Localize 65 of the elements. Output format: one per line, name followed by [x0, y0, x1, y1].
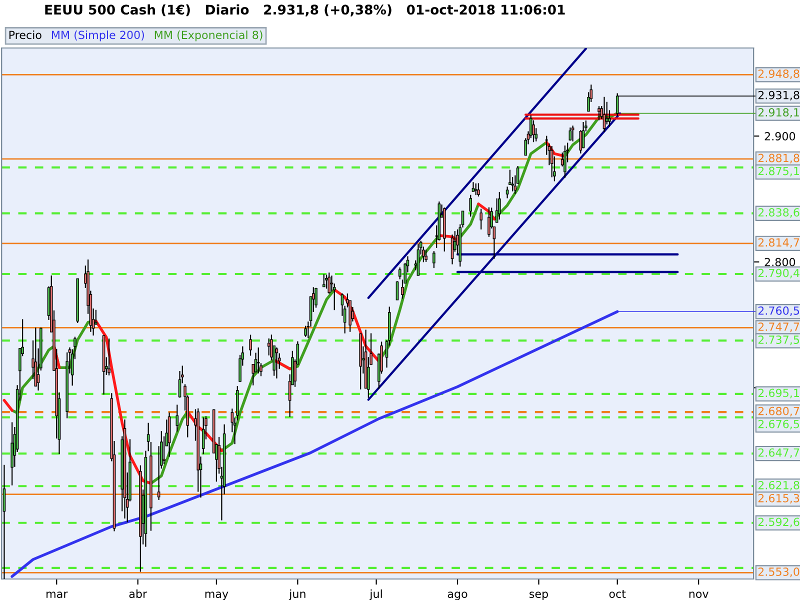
x-tick-label: jul [369, 589, 382, 600]
ref-line-label: 2.814,7 [758, 238, 800, 248]
x-tick-label: sep [530, 592, 548, 600]
ref-line-label: 2.680,7 [758, 406, 800, 416]
text: MM (Simple 200) [52, 30, 144, 42]
candlestick [469, 194, 472, 218]
candlestick [306, 321, 310, 339]
x-tick-label: ago [448, 592, 468, 600]
text: MM (Exponencial 8) [154, 30, 262, 42]
ref-line-label: 2.948,8 [758, 69, 800, 80]
chart-title: EEUU 500 Cash (1€) Diario 2.931,8 (+0,38%) 01-oct-2018 11:06:01 [45, 4, 565, 16]
candlestick [275, 346, 278, 379]
candlestick [550, 145, 554, 178]
candlestick [202, 416, 205, 455]
ref-line-label: 2.881,8 [758, 154, 800, 164]
x-tick-label: mar [46, 592, 68, 598]
x-tick-label: abr [129, 589, 148, 598]
ref-line-label: 2.592,6 [758, 518, 800, 528]
candlestick [398, 266, 402, 280]
candlestick [314, 287, 318, 308]
ref-line-label: 2.875,1 [758, 166, 799, 176]
text: Precio [9, 30, 42, 40]
candlestick [304, 325, 307, 338]
candlestick [450, 234, 454, 265]
ref-line-label: 2.553,0 [758, 568, 800, 578]
candlestick [108, 338, 110, 376]
candlestick [602, 96, 606, 132]
ref-line-label: 2.790,4 [758, 268, 800, 278]
data-label: 2.918,1 [758, 108, 799, 118]
x-tick-label: jun [288, 589, 306, 600]
x-tick-label: nov [689, 592, 708, 598]
candlestick [328, 272, 331, 294]
candlestick [472, 182, 475, 192]
candlestick [571, 125, 574, 142]
candlestick [325, 274, 328, 290]
ref-line-label: 2.695,1 [758, 388, 799, 398]
candlestick [480, 208, 482, 230]
candlestick [432, 250, 436, 269]
ref-line-label: 2.647,7 [758, 448, 800, 458]
ref-line-label: 2.621,8 [758, 480, 800, 490]
x-tick-label: oct [609, 590, 626, 598]
y-tick-label: 2.900 [764, 132, 796, 140]
candlestick [2, 464, 6, 579]
candlestick [322, 274, 326, 288]
candlestick [396, 280, 399, 300]
candlestick [564, 144, 566, 178]
ref-line-label: 2.747,7 [758, 322, 800, 332]
candlestick [474, 182, 478, 196]
data-label: 2.760,5 [758, 306, 800, 316]
ref-line-label: 2.676,5 [758, 420, 800, 430]
candlestick [477, 182, 480, 198]
candlestick [498, 191, 501, 220]
candlestick [424, 249, 428, 262]
y-tick-label: 2.800 [764, 258, 796, 266]
ref-line-label: 2.615,3 [758, 494, 800, 504]
text: 2.931,8 [758, 90, 800, 100]
x-tick-label: may [205, 592, 228, 600]
ref-line-label: 2.838,6 [758, 208, 800, 218]
candlestick [249, 334, 252, 356]
ref-line-label: 2.737,5 [758, 336, 800, 346]
candlestick [532, 120, 535, 143]
candlestick [256, 346, 260, 374]
candlestick [488, 206, 490, 238]
candlestick [506, 186, 509, 199]
candlestick [568, 126, 572, 142]
